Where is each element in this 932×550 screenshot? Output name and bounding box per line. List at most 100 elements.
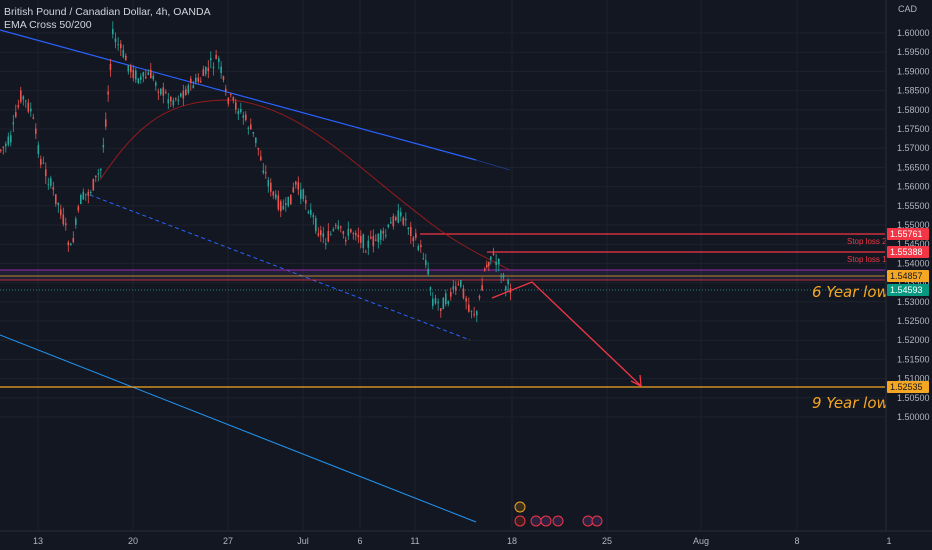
price-tick-label: 1.54500 (897, 239, 930, 249)
candle-body (492, 253, 495, 255)
lower-channel-dashed-line[interactable] (89, 194, 471, 341)
candle-body (105, 119, 107, 127)
projection-arrowhead (630, 374, 642, 388)
time-tick-label: 6 (357, 536, 362, 546)
candle-body (165, 91, 167, 93)
event-icon-ca[interactable] (514, 501, 526, 513)
price-axis[interactable] (886, 0, 932, 530)
candle-body (22, 96, 25, 100)
candle-body (335, 225, 337, 227)
price-label-current-text: 1.54593 (890, 285, 923, 295)
candle-body (82, 191, 85, 200)
candle-body (207, 67, 210, 72)
candle-body (410, 226, 412, 237)
candle-body (55, 194, 57, 204)
time-tick-label: Aug (693, 536, 709, 546)
time-axis[interactable] (0, 531, 932, 550)
economic-events[interactable] (514, 501, 603, 527)
candle-body (195, 77, 197, 82)
candle-body (109, 63, 112, 71)
candle-body (327, 231, 330, 242)
event-icon-ca[interactable] (514, 515, 526, 527)
candle-body (77, 206, 80, 211)
time-tick-label: 1 (886, 536, 891, 546)
price-label-stop-loss-2[interactable]: 1.55761 (887, 228, 929, 240)
six-year-low-annotation[interactable]: 6 Year low (812, 283, 890, 301)
price-tick-label: 1.53500 (897, 278, 930, 288)
candle-body (395, 217, 397, 221)
candle-body (332, 229, 335, 231)
candle-body (277, 195, 280, 210)
candle-body (200, 81, 202, 83)
candle-body (342, 231, 345, 234)
candle-body (32, 117, 35, 119)
candle-body (417, 245, 420, 251)
price-label-current[interactable]: 1.54593 (887, 284, 929, 296)
time-tick-label: 25 (602, 536, 612, 546)
price-axis-ticks: 1.60000 1.59500 1.59000 1.58500 1.58000 1.575… (897, 28, 930, 422)
candle-body (235, 102, 237, 110)
event-icon-uk[interactable] (552, 515, 564, 527)
candle-body (132, 69, 135, 79)
candle-body (265, 172, 267, 174)
candle-body (260, 156, 262, 161)
candle-body (320, 230, 322, 236)
candle-body (470, 310, 473, 312)
price-label-nine-year[interactable]: 1.52535 (887, 381, 929, 393)
time-tick-label: Jul (297, 536, 309, 546)
candle-body (357, 234, 360, 238)
candle-body (160, 88, 162, 95)
candle-body (434, 298, 437, 304)
candle-body (2, 146, 5, 148)
nine-year-low-annotation[interactable]: 9 Year low (812, 394, 890, 412)
candle-body (350, 228, 352, 233)
candle-body (157, 91, 160, 93)
candle-body (365, 251, 367, 253)
candle-body (437, 302, 439, 304)
candle-body (90, 191, 92, 194)
candle-body (345, 239, 347, 242)
candle-body (202, 69, 205, 77)
indicator-title[interactable]: EMA Cross 50/200 (4, 19, 92, 31)
time-tick-label: 27 (223, 536, 233, 546)
candle-body (237, 111, 240, 115)
candle-body (412, 237, 415, 242)
price-tick-label: 1.52500 (897, 316, 930, 326)
candle-body (120, 43, 122, 49)
candle-body (315, 218, 317, 232)
candle-body (340, 226, 342, 228)
candle-body (30, 108, 32, 112)
candle-body (112, 29, 114, 35)
candle-body (337, 225, 340, 230)
time-tick-label: 20 (128, 536, 138, 546)
price-label-level-mid[interactable]: 1.54857 (887, 270, 929, 282)
candle-body (407, 227, 410, 230)
candle-body (367, 240, 370, 248)
symbol-title[interactable]: British Pound / Canadian Dollar, 4h, OAN… (4, 6, 211, 18)
upper-channel-line[interactable] (0, 29, 477, 161)
support-zone[interactable] (0, 270, 885, 280)
candle-body (305, 200, 307, 204)
candle-body (442, 297, 445, 310)
chart-legend[interactable]: British Pound / Canadian Dollar, 4h, OAN… (4, 6, 211, 32)
price-tick-label: 1.59500 (897, 47, 930, 57)
event-icon-uk[interactable] (591, 515, 603, 527)
candle-body (65, 223, 67, 226)
candle-body (465, 297, 467, 302)
candle-body (330, 234, 332, 236)
candle-body (205, 66, 207, 75)
candle-body (0, 149, 2, 151)
candle-body (52, 187, 55, 190)
candle-body (425, 260, 427, 265)
projection-path[interactable] (491, 281, 641, 386)
price-label-stop-loss-1[interactable]: 1.55388 (887, 246, 929, 258)
candle-body (15, 112, 17, 117)
event-icon-uk[interactable] (540, 515, 552, 527)
event-icon-uk[interactable] (530, 515, 542, 527)
lower-trend-line[interactable] (0, 334, 477, 523)
candle-body (162, 87, 165, 96)
candle-body (290, 194, 292, 205)
candle-body (80, 194, 82, 205)
candle-body (420, 244, 422, 248)
